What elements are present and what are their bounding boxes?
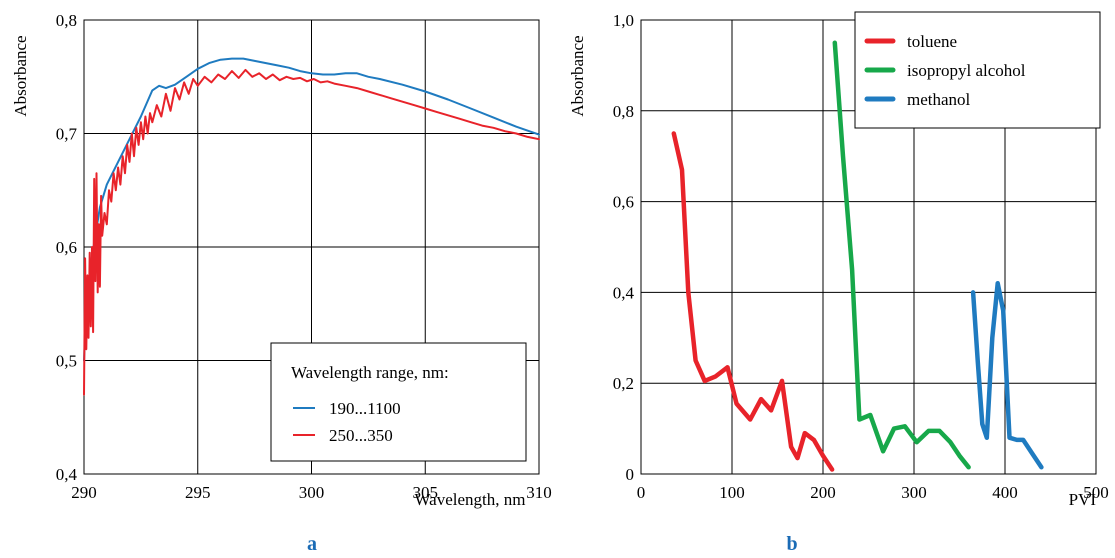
y-tick-label-a-4: 0,8 xyxy=(56,11,77,30)
y-tick-label-b-3: 0,6 xyxy=(613,193,634,212)
legend-entry-b-2: methanol xyxy=(907,90,971,109)
x-tick-label-b-3: 300 xyxy=(901,483,927,502)
y-axis-label-a: Absorbance xyxy=(11,35,30,116)
legend-entry-a-0: 190...1100 xyxy=(329,399,401,418)
legend-entry-a-1: 250...350 xyxy=(329,426,393,445)
series-line-b-0 xyxy=(671,131,835,472)
x-tick-label-a-4: 310 xyxy=(526,483,552,502)
x-axis-label-a: Wavelength, nm xyxy=(415,490,526,509)
legend-entry-b-1: isopropyl alcohol xyxy=(907,61,1026,80)
plot-frame-a xyxy=(83,19,540,475)
y-tick-label-a-3: 0,7 xyxy=(56,125,78,144)
x-tick-label-b-0: 0 xyxy=(637,483,646,502)
x-tick-label-a-0: 290 xyxy=(71,483,97,502)
panel-label-b: b xyxy=(786,533,797,555)
y-axis-label-b: Absorbance xyxy=(568,35,587,116)
y-tick-label-b-5: 1,0 xyxy=(613,11,634,30)
y-tick-label-b-4: 0,8 xyxy=(613,102,634,121)
x-tick-label-b-5: 500 xyxy=(1083,483,1109,502)
series-line-b-2 xyxy=(970,281,1044,470)
x-tick-label-b-4: 400 xyxy=(992,483,1018,502)
legend-box-b xyxy=(854,11,1101,129)
x-tick-label-a-2: 300 xyxy=(299,483,325,502)
y-tick-label-a-0: 0,4 xyxy=(56,465,78,484)
x-axis-label-b: PVI xyxy=(1069,490,1097,509)
x-tick-label-b-1: 100 xyxy=(719,483,745,502)
y-tick-label-b-2: 0,4 xyxy=(613,283,635,302)
y-tick-label-a-2: 0,6 xyxy=(56,238,77,257)
panel-label-a: a xyxy=(307,533,317,555)
y-tick-label-a-1: 0,5 xyxy=(56,352,77,371)
legend-entry-b-0: toluene xyxy=(907,32,957,51)
series-line-a-0 xyxy=(83,57,540,362)
legend-title-a: Wavelength range, nm: xyxy=(291,363,449,382)
x-tick-label-a-1: 295 xyxy=(185,483,211,502)
legend-box-a xyxy=(270,342,527,462)
x-tick-label-a-3: 305 xyxy=(413,483,439,502)
series-line-a-1 xyxy=(83,68,540,396)
x-tick-label-b-2: 200 xyxy=(810,483,836,502)
series-line-b-1 xyxy=(832,40,971,470)
y-tick-label-b-1: 0,2 xyxy=(613,374,634,393)
y-tick-label-b-0: 0 xyxy=(626,465,635,484)
